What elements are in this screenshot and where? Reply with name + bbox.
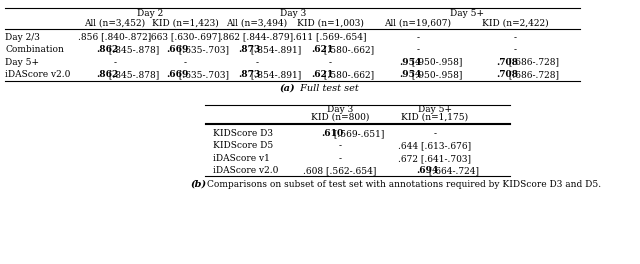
Text: Day 2: Day 2 — [137, 10, 163, 18]
Text: (b): (b) — [190, 180, 206, 189]
Text: .856 [.840-.872]: .856 [.840-.872] — [78, 33, 152, 42]
Text: All (n=19,607): All (n=19,607) — [385, 18, 451, 27]
Text: -: - — [184, 58, 186, 67]
Text: [.686-.728]: [.686-.728] — [506, 70, 559, 79]
Text: -: - — [417, 33, 419, 42]
Text: -: - — [328, 58, 332, 67]
Text: .708: .708 — [496, 70, 518, 79]
Text: [.664-.724]: [.664-.724] — [426, 166, 479, 175]
Text: .672 [.641-.703]: .672 [.641-.703] — [399, 154, 472, 163]
Text: iDAScore v1: iDAScore v1 — [213, 154, 270, 163]
Text: .862: .862 — [96, 45, 118, 54]
Text: KIDScore D3: KIDScore D3 — [213, 129, 273, 138]
Text: [.845-.878]: [.845-.878] — [106, 45, 159, 54]
Text: KID (n=2,422): KID (n=2,422) — [482, 18, 548, 27]
Text: -: - — [339, 154, 342, 163]
Text: iDAScore v2.0: iDAScore v2.0 — [213, 166, 278, 175]
Text: KIDScore D5: KIDScore D5 — [213, 141, 273, 150]
Text: Day 5+: Day 5+ — [418, 105, 452, 114]
Text: -: - — [113, 58, 116, 67]
Text: [.580-.662]: [.580-.662] — [321, 70, 374, 79]
Text: .873: .873 — [238, 45, 260, 54]
Text: [.950-.958]: [.950-.958] — [410, 58, 463, 67]
Text: [.686-.728]: [.686-.728] — [506, 58, 559, 67]
Text: KID (n=1,423): KID (n=1,423) — [152, 18, 218, 27]
Text: .954: .954 — [399, 58, 421, 67]
Text: Comparisons on subset of test set with annotations required by KIDScore D3 and D: Comparisons on subset of test set with a… — [207, 180, 601, 189]
Text: .862: .862 — [96, 70, 118, 79]
Text: .954: .954 — [399, 70, 421, 79]
Text: .708: .708 — [496, 58, 518, 67]
Text: .873: .873 — [238, 70, 260, 79]
Text: KID (n=1,003): KID (n=1,003) — [296, 18, 364, 27]
Text: -: - — [255, 58, 259, 67]
Text: .610: .610 — [321, 129, 344, 138]
Text: .669: .669 — [166, 70, 189, 79]
Text: [.635-.703]: [.635-.703] — [177, 70, 229, 79]
Text: (a): (a) — [280, 84, 295, 93]
Text: All (n=3,494): All (n=3,494) — [227, 18, 287, 27]
Text: -: - — [339, 141, 342, 150]
Text: [.854-.891]: [.854-.891] — [248, 45, 301, 54]
Text: .608 [.562-.654]: .608 [.562-.654] — [303, 166, 377, 175]
Text: iDAScore v2.0: iDAScore v2.0 — [5, 70, 70, 79]
Text: -: - — [513, 33, 516, 42]
Text: [.635-.703]: [.635-.703] — [177, 45, 229, 54]
Text: KID (n=800): KID (n=800) — [311, 112, 369, 121]
Text: KID (n=1,175): KID (n=1,175) — [401, 112, 468, 121]
Text: .644 [.613-.676]: .644 [.613-.676] — [399, 141, 472, 150]
Text: Combination: Combination — [5, 45, 64, 54]
Text: .862 [.844-.879]: .862 [.844-.879] — [220, 33, 294, 42]
Text: Day 5+: Day 5+ — [5, 58, 39, 67]
Text: All (n=3,452): All (n=3,452) — [84, 18, 145, 27]
Text: [.845-.878]: [.845-.878] — [106, 70, 159, 79]
Text: .663 [.630-.697]: .663 [.630-.697] — [148, 33, 221, 42]
Text: Day 3: Day 3 — [280, 10, 307, 18]
Text: [.950-.958]: [.950-.958] — [410, 70, 463, 79]
Text: .611 [.569-.654]: .611 [.569-.654] — [293, 33, 367, 42]
Text: .669: .669 — [166, 45, 189, 54]
Text: .621: .621 — [311, 45, 333, 54]
Text: [.569-.651]: [.569-.651] — [332, 129, 385, 138]
Text: [.580-.662]: [.580-.662] — [321, 45, 374, 54]
Text: .694: .694 — [416, 166, 438, 175]
Text: Day 2/3: Day 2/3 — [5, 33, 40, 42]
Text: Day 5+: Day 5+ — [449, 10, 483, 18]
Text: [.854-.891]: [.854-.891] — [248, 70, 301, 79]
Text: -: - — [513, 45, 516, 54]
Text: .621: .621 — [311, 70, 333, 79]
Text: Day 3: Day 3 — [327, 105, 353, 114]
Text: Full test set: Full test set — [297, 84, 359, 93]
Text: -: - — [433, 129, 436, 138]
Text: -: - — [417, 45, 419, 54]
